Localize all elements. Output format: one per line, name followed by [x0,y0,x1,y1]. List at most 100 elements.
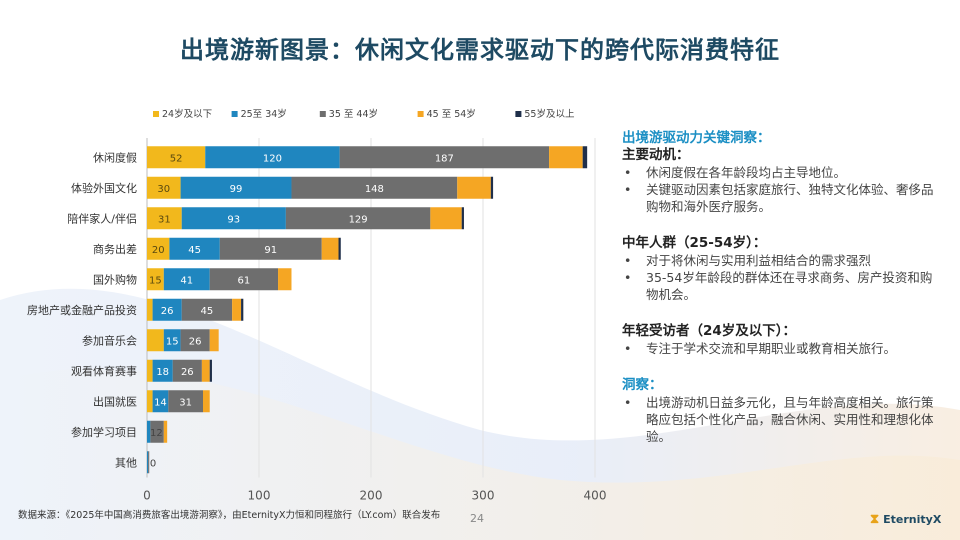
bar-segment [168,390,203,413]
category-label: 国外购物 [93,272,137,286]
legend-entry: 24岁及以下 [162,108,212,120]
data-label: 129 [349,214,368,225]
data-label: 26 [189,336,202,347]
list-item: 出境游动机日益多元化，且与年龄高度相关。旅行策略应包括个性化产品，融合休闲、实用… [622,394,942,445]
bar-segment [147,268,164,291]
bar-segment [147,390,153,413]
bar-segment [321,237,339,260]
bar-segment [147,298,153,321]
logo-text: EternityX [883,513,942,526]
x-tick-label: 100 [248,489,271,503]
bar-segment [181,298,233,321]
data-label: 14 [154,397,167,408]
section-list-3: 专注于学术交流和早期职业或教育相关旅行。 [622,340,942,357]
panel-heading: 出境游驱动力关键洞察： [622,130,771,146]
bar-segment [430,207,462,230]
category-label: 陪伴家人/伴侣 [67,211,137,225]
section-list-1: 休闲度假在各年龄段均占主导地位。 关键驱动因素包括家庭旅行、独特文化体验、奢侈品… [622,164,942,215]
section-title-3: 年轻受访者（24岁及以下）： [622,323,797,339]
legend-entry: 35 至 44岁 [329,108,378,120]
data-label: 31 [158,214,171,225]
insight-panel: 出境游驱动力关键洞察： 主要动机： 休闲度假在各年龄段均占主导地位。 关键驱动因… [622,130,942,455]
list-item: 35-54岁年龄段的群体还在寻求商务、房产投资和购物机会。 [622,269,942,303]
data-label: 26 [181,367,194,378]
bar-segment [549,146,583,169]
legend-swatch [319,111,326,117]
bar-segment [241,298,244,321]
bar-segment [147,176,181,199]
source-note: 数据来源：《2025年中国高消费旅客出境游洞察》，由EternityX力恒和同程… [18,510,441,521]
insight-list: 出境游动机日益多元化，且与年龄高度相关。旅行策略应包括个性化产品，融合休闲、实用… [622,394,942,445]
data-label: 187 [435,153,454,164]
data-label: 93 [227,214,240,225]
bar-segment [285,207,431,230]
bar-segment [152,298,182,321]
insight-title: 洞察： [622,377,663,393]
data-label: 12 [150,428,163,439]
list-item: 对于将休闲与实用利益相结合的需求强烈 [622,252,942,269]
bar-segment [582,146,588,169]
bar-segment [163,329,181,352]
bar-segment [181,207,286,230]
legend-swatch [515,111,522,117]
legend-entry: 25至 34岁 [241,108,287,120]
data-label: 45 [188,245,201,256]
bar-segment [148,451,150,474]
section-title-2: 中年人群（25-54岁）： [622,235,767,251]
bar-segment [209,329,219,352]
page-number: 24 [470,512,484,525]
data-label: 0 [150,458,156,469]
data-label: 20 [152,245,165,256]
list-item: 休闲度假在各年龄段均占主导地位。 [622,164,942,181]
category-label: 出国就医 [93,394,137,408]
x-tick-label: 0 [143,489,151,503]
data-label: 52 [170,153,183,164]
bar-segment [163,420,168,443]
bar-segment [278,268,292,291]
bar-segment [457,176,491,199]
list-item: 专注于学术交流和早期职业或教育相关旅行。 [622,340,942,357]
bar-segment [169,237,220,260]
legend-swatch [153,111,159,117]
bar-segment [152,390,169,413]
bar-segment [203,390,210,413]
bar-segment [291,176,458,199]
bar-segment [147,237,170,260]
data-label: 30 [157,184,170,195]
data-label: 31 [179,397,192,408]
legend-entry: 55岁及以上 [524,108,575,120]
bar-segment [147,359,153,382]
data-label: 45 [201,306,214,317]
x-tick-label: 400 [584,489,607,503]
data-label: 61 [238,275,251,286]
page-title: 出境游新图景：休闲文化需求驱动下的跨代际消费特征 [180,36,780,64]
bar-segment [201,359,210,382]
bar-segment [339,146,550,169]
x-tick-label: 200 [360,489,383,503]
bar-segment [205,146,340,169]
section-list-2: 对于将休闲与实用利益相结合的需求强烈 35-54岁年龄段的群体还在寻求商务、房产… [622,252,942,303]
bar-segment [219,237,322,260]
data-label: 18 [156,367,169,378]
hourglass-icon: ⧗ [870,512,880,527]
bar-segment [152,359,173,382]
bar-segment [338,237,341,260]
bar-segment [147,207,182,230]
brand-logo: ⧗ EternityX [870,512,941,527]
category-label: 商务出差 [93,242,137,256]
bar-segment [180,176,292,199]
bar-segment [490,176,494,199]
bar-segment [232,298,242,321]
bar-segment [150,420,164,443]
list-item: 关键驱动因素包括家庭旅行、独特文化体验、奢侈品购物和海外医疗服务。 [622,181,942,215]
bar-segment [147,329,164,352]
section-title-1: 主要动机： [622,147,690,163]
data-label: 15 [166,336,179,347]
legend-swatch [417,111,424,117]
legend-entry: 45 至 54岁 [427,108,476,120]
category-label: 观看体育赛事 [71,364,137,378]
data-label: 148 [365,184,384,195]
category-label: 房地产或金融产品投资 [27,303,137,317]
x-tick-label: 300 [472,489,495,503]
